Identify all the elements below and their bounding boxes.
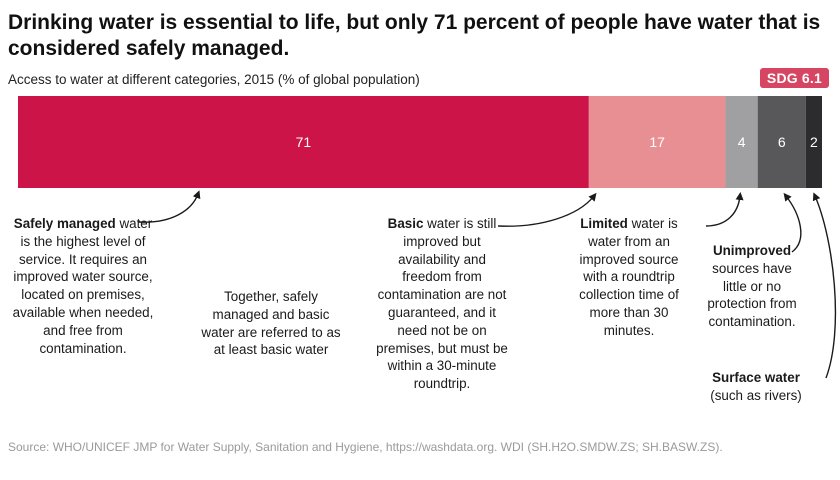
note-limited-heading: Limited bbox=[580, 216, 628, 231]
chart-title: Drinking water is essential to life, but… bbox=[8, 11, 821, 60]
note-basic-text: water is still improved but availability… bbox=[376, 216, 508, 392]
note-surface-water-text: (such as rivers) bbox=[710, 387, 802, 403]
bar-unimproved bbox=[757, 96, 806, 188]
note-unimproved-text: sources have little or no protection fro… bbox=[707, 260, 797, 330]
arrow-surface-water bbox=[812, 192, 837, 379]
note-together-text: Together, safely managed and basic water… bbox=[201, 289, 341, 358]
arrow-unimproved bbox=[783, 192, 802, 253]
bar-value-label-safely-managed: 71 bbox=[296, 134, 312, 150]
note-unimproved: Unimproved sources have little or no pro… bbox=[700, 242, 804, 331]
note-limited-text: water is water from an improved source w… bbox=[579, 216, 679, 338]
arrow-safely-managed bbox=[137, 190, 201, 223]
stacked-bar-chart: 71 17 4 6 2 bbox=[18, 96, 837, 379]
arrow-limited bbox=[705, 192, 744, 227]
note-limited: Limited water is water from an improved … bbox=[570, 215, 688, 340]
note-basic: Basic water is still improved but availa… bbox=[376, 215, 508, 393]
bar-segments: 71 17 4 6 2 bbox=[18, 96, 822, 188]
bar-safely-managed bbox=[18, 96, 589, 188]
bar-value-label-unimproved: 6 bbox=[778, 134, 786, 150]
note-surface-water: Surface water (such as rivers) bbox=[694, 369, 818, 405]
note-surface-water-heading: Surface water bbox=[712, 370, 800, 385]
chart-subtitle: Access to water at different categories,… bbox=[8, 72, 420, 87]
bar-limited bbox=[725, 96, 758, 188]
bar-surface-water bbox=[805, 96, 822, 188]
note-safely-managed-heading: Safely managed bbox=[13, 216, 116, 231]
bar-value-label-surface-water: 2 bbox=[810, 134, 818, 150]
note-unimproved-heading: Unimproved bbox=[712, 243, 792, 258]
bar-value-label-basic: 17 bbox=[649, 134, 665, 150]
bar-value-label-limited: 4 bbox=[738, 134, 746, 150]
note-safely-managed: Safely managed water is the highest leve… bbox=[8, 215, 158, 357]
annotation-arrows bbox=[137, 190, 837, 379]
sdg-badge: SDG 6.1 bbox=[759, 68, 829, 88]
note-basic-heading: Basic bbox=[387, 216, 424, 231]
note-together: Together, safely managed and basic water… bbox=[196, 288, 346, 359]
note-safely-managed-text: water is the highest level of service. I… bbox=[12, 216, 154, 356]
bar-basic bbox=[588, 96, 726, 188]
arrow-basic bbox=[497, 192, 597, 227]
source-note: Source: WHO/UNICEF JMP for Water Supply,… bbox=[8, 440, 723, 454]
